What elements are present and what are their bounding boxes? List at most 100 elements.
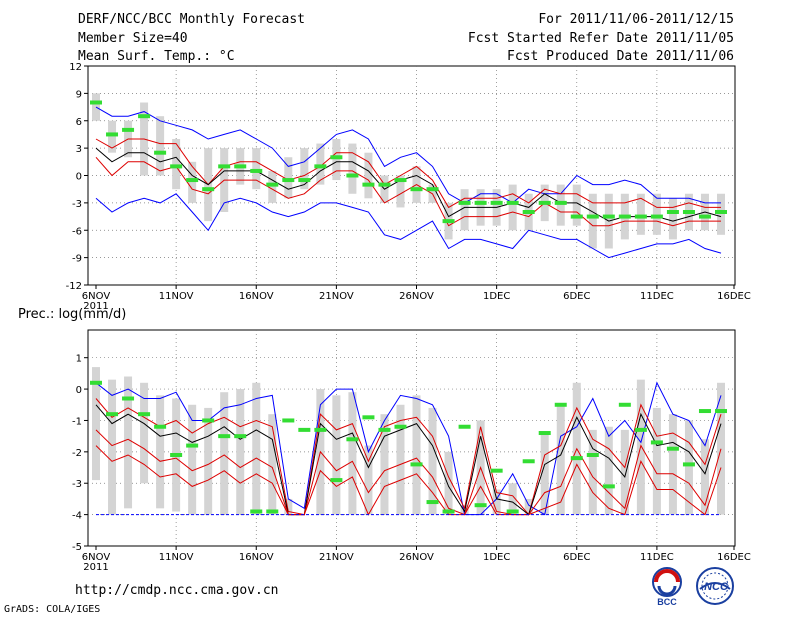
spread-box [636,193,645,235]
observed-mark [170,452,183,457]
observed-mark [378,182,391,187]
observed-mark [474,503,487,508]
observed-mark [410,462,423,467]
spread-box [140,382,149,484]
plot-frame [87,65,736,286]
observed-mark [682,210,695,214]
observed-mark [154,424,167,429]
observed-mark [554,200,567,205]
observed-mark [442,219,455,224]
spread-box [348,143,357,194]
observed-mark [234,434,247,439]
observed-mark [698,409,711,414]
observed-mark [650,440,663,445]
spread-box [652,407,661,515]
observed-mark [250,509,263,514]
spread-box [220,392,229,515]
observed-mark [538,431,551,436]
spread-box [364,445,373,515]
spread-box [572,184,581,226]
spread-box [668,198,677,240]
spread-box [684,420,693,515]
x-tick-label: 1DEC [483,291,510,302]
spread-box [108,120,117,153]
y-tick-label: -1 [72,416,82,427]
observed-mark [170,164,183,169]
series-max-line [95,106,721,204]
observed-mark [442,509,455,514]
x-year-label: 2011 [83,301,108,312]
observed-mark [602,214,615,219]
observed-mark [138,114,151,119]
observed-mark [715,409,727,414]
observed-mark [698,214,711,219]
spread-box [316,143,325,185]
x-tick-label: 11NOV [159,291,194,302]
variable-label: Mean Surf. Temp.: °C [78,49,235,64]
observed-mark [506,200,519,205]
observed-mark [362,415,375,420]
y-tick-label: -12 [66,281,82,292]
ncc-logo: NCC [690,565,740,607]
spread-box [508,184,517,231]
y-tick-label: 12 [69,62,82,73]
spread-box [92,367,100,481]
observed-mark [282,178,295,183]
x-tick-label: 16DEC [717,291,751,302]
y-tick-label: -9 [72,254,82,265]
observed-mark [506,509,519,514]
source-url[interactable]: http://cmdp.ncc.cma.gov.cn [75,583,279,598]
spread-box [204,407,213,515]
x-tick-label: 11NOV [159,552,194,563]
x-year-label: 2011 [83,562,108,573]
spread-box [332,395,341,515]
spread-box [412,395,421,515]
observed-mark [618,214,631,219]
started-refer-label: Fcst Started Refer Date 2011/11/05 [467,31,734,46]
observed-mark [538,200,551,205]
spread-box [268,414,277,515]
observed-mark [266,509,279,514]
series-min-line [95,193,722,259]
spread-box [300,148,309,190]
observed-mark [138,412,151,417]
spread-box [652,193,661,235]
observed-mark [218,434,231,439]
x-tick-label: 6DEC [563,291,590,302]
spread-box [108,379,117,515]
spread-box [236,389,245,515]
spread-box [604,426,613,515]
x-tick-label: 6NOV [82,552,111,563]
series-mean-line [95,147,722,222]
observed-mark [298,178,311,183]
temperature-panel: -12 -9 -6 -3 0 3 6 9 12 6NOV 11NOV 16NOV 21NOV 26NOV 1… [66,62,751,312]
observed-mark [298,427,311,432]
observed-mark [346,173,359,178]
observed-mark [602,484,615,489]
spread-box [588,193,597,249]
observed-mark [586,214,599,219]
x-tick-label: 26NOV [399,552,434,563]
observed-mark [522,210,535,214]
grads-credit: GrADS: COLA/IGES [4,604,101,615]
observed-mark [186,178,199,183]
spread-box [492,489,501,515]
spread-box [188,161,197,203]
x-tick-label: 21NOV [319,552,354,563]
spread-box [396,404,405,515]
spread-box [156,395,165,509]
observed-mark [394,178,407,183]
observed-mark [90,380,102,385]
y-tick-label: -6 [72,226,82,237]
observed-mark [330,155,343,160]
member-size-label: Member Size=40 [78,31,188,46]
y-tick-label: 6 [76,117,82,128]
observed-mark [346,437,359,442]
x-tick-label: 6DEC [563,552,590,563]
observed-mark [554,402,567,407]
observed-mark [522,459,535,464]
bcc-logo: BCC [642,565,692,607]
spread-box [172,139,181,190]
chart-title: DERF/NCC/BCC Monthly Forecast [78,12,305,27]
spread-box [620,429,629,515]
